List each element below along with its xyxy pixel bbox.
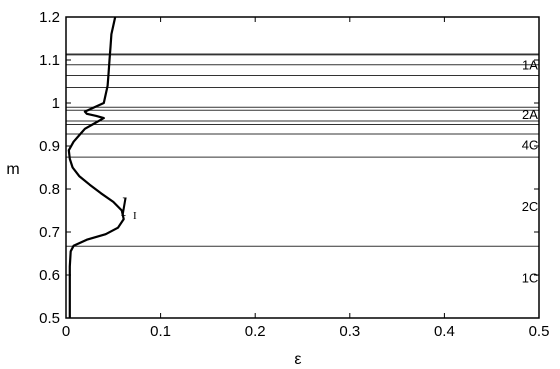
y-tick-label: 0.7 (39, 224, 60, 241)
curve-label-subscript: I (133, 210, 137, 222)
y-tick-label: 1 (52, 95, 60, 112)
y-tick-label: 0.9 (39, 138, 60, 155)
region-label: 2C (522, 199, 539, 214)
y-tick-label: 0.5 (39, 310, 60, 327)
region-label: 4C (522, 137, 539, 152)
region-label: 1C (522, 271, 539, 286)
region-boundary-lines (66, 53, 539, 247)
series-line-l-i (67, 16, 125, 318)
x-axis-title: ε (294, 351, 301, 368)
y-tick-label: 1.1 (39, 52, 60, 69)
x-tick-label: 0.2 (245, 323, 266, 340)
y-tick-label: 0.8 (39, 181, 60, 198)
x-tick-label: 0.5 (529, 323, 550, 340)
axis-ticks: 0 0.1 0.2 0.3 0.4 0.5 0.5 0.6 0.7 0.8 0.9 1 1.1 1.2 (39, 9, 549, 340)
region-labels: 1A 2A 4C 2C 1C (522, 57, 539, 285)
y-axis-title: m (6, 161, 19, 178)
region-label: 2A (522, 107, 538, 122)
y-tick-label: 1.2 (39, 9, 60, 26)
region-label: 1A (522, 57, 538, 72)
x-tick-label: 0.1 (150, 323, 171, 340)
y-tick-label: 0.6 (39, 267, 60, 284)
curve-label: l (120, 193, 127, 222)
plot-frame (65, 16, 540, 319)
x-tick-label: 0.3 (339, 323, 360, 340)
x-tick-label: 0 (62, 323, 70, 340)
x-tick-label: 0.4 (434, 323, 455, 340)
